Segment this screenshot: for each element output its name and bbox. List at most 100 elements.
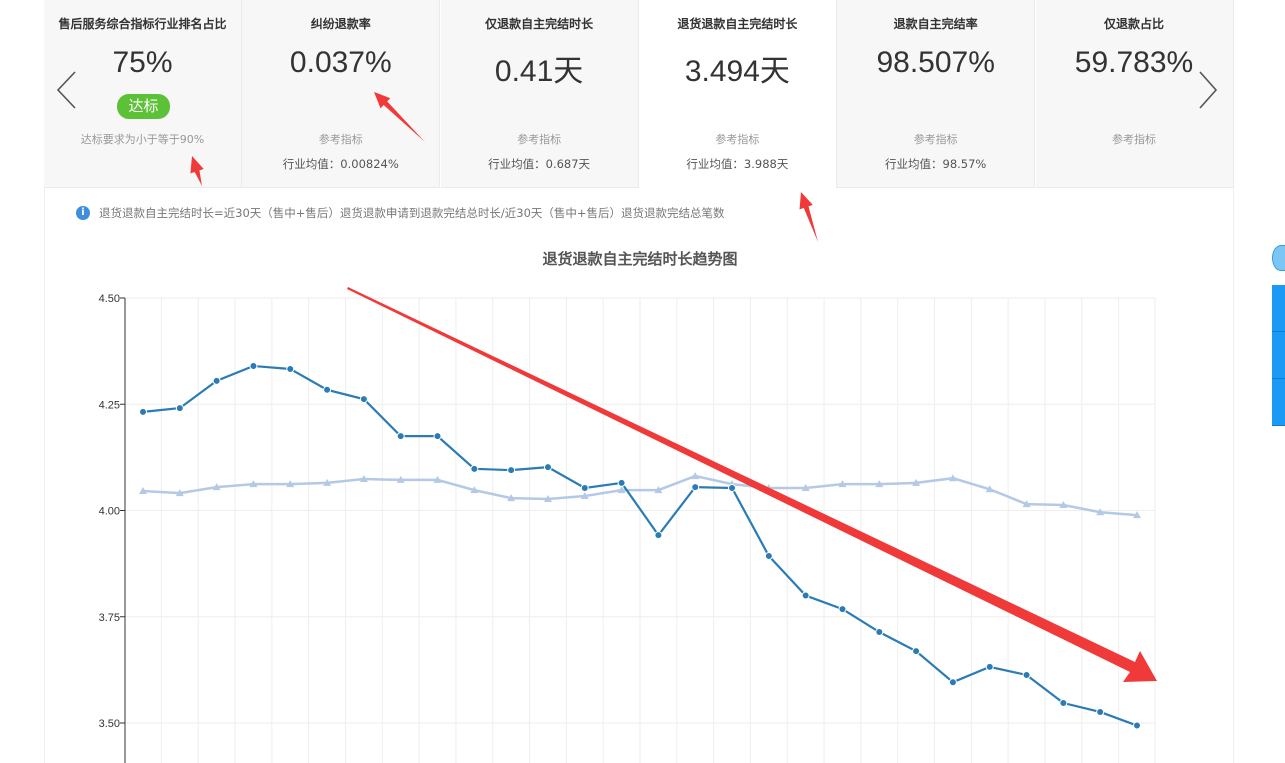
annotation-arrow [190, 156, 204, 186]
data-point [323, 385, 332, 394]
side-toolbar-item[interactable] [1272, 379, 1285, 426]
data-point [249, 362, 258, 370]
metric-card[interactable]: 仅退款占比 59.783% 参考指标 [1035, 0, 1234, 188]
data-point [139, 486, 147, 494]
data-point [801, 591, 810, 600]
data-point [985, 662, 994, 671]
assistant-mascot-icon[interactable] [1272, 245, 1285, 271]
data-point [1022, 670, 1031, 679]
metric-value: 59.783% [1074, 46, 1194, 79]
data-point [838, 605, 847, 614]
data-point [175, 489, 184, 497]
data-point [470, 464, 479, 473]
data-point [396, 475, 405, 483]
metric-title: 仅退款自主完结时长 [485, 17, 594, 31]
data-point [617, 486, 626, 494]
metric-title: 仅退款占比 [1103, 17, 1164, 31]
data-point [912, 478, 921, 486]
chevron-right-icon [1199, 71, 1218, 109]
data-point [507, 466, 516, 475]
data-point [985, 485, 994, 493]
y-tick-label: 4.50 [99, 293, 120, 305]
annotation-arrow [347, 287, 1157, 682]
y-tick-label: 4.00 [99, 506, 120, 518]
data-point [1059, 500, 1068, 508]
side-toolbar-item[interactable] [1272, 285, 1285, 332]
metric-value: 3.494天 [684, 55, 790, 88]
data-point [359, 395, 368, 404]
data-point [507, 494, 516, 502]
data-point [1096, 707, 1105, 716]
data-point [433, 432, 442, 441]
data-point [543, 495, 552, 503]
industry-average: 行业均值：3.988天 [686, 157, 789, 171]
metric-value: 0.037% [289, 46, 392, 79]
data-point [359, 475, 368, 483]
y-tick-label: 3.50 [99, 718, 120, 730]
data-point [1133, 721, 1141, 730]
data-point [875, 480, 884, 488]
data-point [691, 472, 700, 480]
data-point [1133, 511, 1141, 519]
y-tick-label: 4.25 [99, 399, 120, 411]
data-point [580, 483, 589, 492]
metric-card[interactable]: 退款自主完结率 98.507% 参考指标行业均值：98.57% [837, 0, 1036, 188]
info-icon: i [76, 206, 90, 220]
reference-label: 参考指标 [913, 133, 958, 146]
metric-value: 0.41天 [494, 55, 584, 88]
metric-title: 退款自主完结率 [893, 17, 978, 31]
data-point [249, 480, 258, 488]
metric-title: 纠纷退款率 [310, 17, 371, 31]
metric-value: 98.507% [876, 46, 995, 79]
data-point [654, 531, 663, 540]
info-text: 退货退款自主完结时长=近30天（售中+售后）退货退款申请到退款完结总时长/近30… [99, 206, 725, 220]
reference-label: 参考指标 [715, 133, 760, 146]
data-point [948, 678, 957, 687]
data-point [139, 407, 147, 416]
data-point [912, 647, 921, 656]
data-point [543, 463, 552, 472]
next-arrow-button[interactable] [1196, 68, 1220, 112]
data-point [212, 483, 221, 491]
data-point [801, 483, 810, 491]
chevron-left-icon [56, 71, 76, 109]
series-line [142, 474, 1138, 517]
data-point [433, 475, 442, 483]
side-toolbar[interactable] [1272, 285, 1285, 426]
data-point [212, 376, 221, 385]
metric-card[interactable]: 纠纷退款率 0.037% 参考指标行业均值：0.00824% [242, 0, 441, 188]
data-point [1059, 699, 1068, 708]
prev-arrow-button[interactable] [55, 68, 79, 112]
metric-card[interactable]: 售后服务综合指标行业排名占比 75% 达标 达标要求为小于等于90% [44, 0, 242, 188]
side-toolbar-item[interactable] [1272, 332, 1285, 379]
industry-average: 行业均值：98.57% [885, 157, 987, 171]
data-point [654, 486, 663, 494]
annotation-arrow [799, 192, 818, 242]
data-point [470, 486, 479, 494]
data-point [728, 483, 737, 492]
metric-card[interactable]: 仅退款自主完结时长 0.41天参考指标行业均值：0.687天 [440, 0, 639, 188]
data-point [323, 478, 332, 486]
data-point [286, 364, 295, 373]
data-point [1022, 500, 1031, 508]
industry-average: 行业均值：0.00824% [282, 157, 399, 171]
metric-title: 售后服务综合指标行业排名占比 [58, 17, 227, 31]
industry-average: 行业均值：0.687天 [488, 157, 591, 171]
series-line [142, 364, 1138, 727]
status-badge: 达标 [117, 94, 170, 119]
data-point [286, 480, 295, 488]
reference-label: 参考指标 [517, 133, 562, 146]
reference-label: 参考指标 [318, 133, 363, 146]
metric-title: 退货退款自主完结时长 [677, 17, 798, 31]
data-point [617, 478, 626, 487]
data-point [396, 432, 405, 441]
data-point [175, 404, 184, 413]
data-point [1096, 508, 1105, 516]
metric-card[interactable]: 退货退款自主完结时长 3.494天参考指标行业均值：3.988天 [638, 0, 837, 188]
data-point [948, 474, 957, 482]
metric-note: 达标要求为小于等于90% [80, 133, 205, 146]
data-point [838, 480, 847, 488]
chart-title: 退货退款自主完结时长趋势图 [542, 250, 738, 268]
data-point [875, 628, 884, 637]
